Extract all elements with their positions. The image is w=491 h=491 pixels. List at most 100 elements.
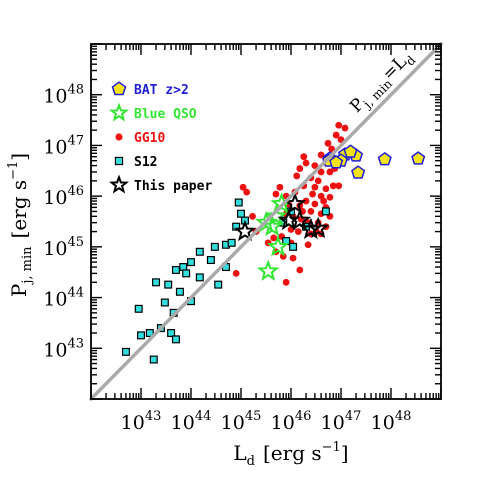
gg10-point <box>311 183 319 191</box>
x-tick-label: 1048 <box>371 409 412 434</box>
gg10-point <box>335 121 343 129</box>
x-tick-base: 10 <box>221 412 245 434</box>
x-tick-label: 1046 <box>271 409 312 434</box>
gg10-point <box>329 182 337 190</box>
gg10-point <box>282 278 290 286</box>
legend-label: GG10 <box>134 131 165 146</box>
this-paper-point <box>306 216 330 239</box>
gg10-point <box>326 193 334 201</box>
s12-point <box>321 207 330 216</box>
s12-point <box>137 331 146 340</box>
gg10-point <box>311 162 319 170</box>
legend-label: This paper <box>134 179 212 194</box>
s12-point <box>234 198 243 207</box>
s12-point <box>160 298 169 307</box>
x-tick-base: 10 <box>271 412 295 434</box>
this-paper-point <box>233 219 257 242</box>
legend-label: Blue QSO <box>134 107 197 122</box>
s12-point <box>149 355 158 364</box>
bat-z-2-point <box>411 151 426 165</box>
x-axis-label-main: L <box>233 441 246 465</box>
y-axis-label-close: ] <box>7 153 31 161</box>
s12-point <box>167 329 176 338</box>
x-tick-exp: 47 <box>345 409 362 424</box>
legend: BAT z>2 Blue QSO GG10 S12 This paper <box>109 81 212 194</box>
legend-marker <box>111 81 127 96</box>
gg10-point <box>309 190 316 198</box>
y-tick-base: 10 <box>43 339 67 361</box>
reference-line-label: Pj, min=Ld <box>346 47 418 119</box>
y-axis-label-exp: −1 <box>6 161 21 180</box>
y-tick-exp: 44 <box>67 286 84 301</box>
gg10-point <box>332 131 340 139</box>
y-tick-base: 10 <box>43 238 67 260</box>
x-axis-label-sub: d <box>247 454 255 469</box>
x-tick-label: 1047 <box>321 409 362 434</box>
s12-point <box>195 247 204 256</box>
y-tick-label: 1047 <box>43 133 84 158</box>
bat-z-2-point <box>377 151 392 166</box>
gg10-point <box>270 234 278 242</box>
blue-qso-point <box>255 210 278 233</box>
gg10-point <box>294 228 302 235</box>
x-tick-labels: 1043 1044 1045 1046 1047 1048 <box>121 409 412 434</box>
x-tick-base: 10 <box>171 412 195 434</box>
s12-point <box>171 335 180 344</box>
gg10-point <box>317 168 325 176</box>
gg10-point <box>232 269 240 277</box>
gg10-point <box>289 254 297 262</box>
s12-point <box>232 222 241 231</box>
s12-point <box>206 256 215 265</box>
y-tick-label: 1043 <box>43 336 84 361</box>
s12-point <box>182 269 191 278</box>
gg10-point <box>293 172 301 180</box>
x-tick-exp: 45 <box>245 409 262 424</box>
legend-marker <box>114 156 124 166</box>
y-axis-label-sub: j, min <box>20 246 35 286</box>
gg10-point <box>317 151 325 159</box>
x-axis-label-close: ] <box>341 441 349 465</box>
gg10-point <box>249 212 256 220</box>
x-tick-base: 10 <box>371 412 395 434</box>
y-tick-base: 10 <box>43 86 67 108</box>
legend-label: S12 <box>134 155 157 170</box>
s12-point <box>164 280 173 289</box>
y-tick-base: 10 <box>43 136 67 158</box>
s12-point <box>134 304 143 313</box>
x-tick-exp: 44 <box>195 409 212 424</box>
y-tick-base: 10 <box>43 187 67 209</box>
s12-point <box>227 238 236 247</box>
gg10-point <box>335 182 343 190</box>
this-paper-point <box>299 217 323 240</box>
gg10-point <box>296 165 304 172</box>
gg10-point <box>314 177 322 185</box>
y-tick-label: 1048 <box>43 83 84 108</box>
gg10-point <box>311 200 319 208</box>
y-tick-exp: 45 <box>67 235 84 250</box>
legend-marker <box>115 133 123 141</box>
gg10-point <box>320 197 328 205</box>
gg10-point <box>239 183 247 191</box>
y-tick-base: 10 <box>43 289 67 311</box>
x-tick-base: 10 <box>121 412 145 434</box>
s12-point <box>214 280 223 289</box>
y-axis-label-unit: [erg s <box>7 180 31 239</box>
x-tick-label: 1043 <box>121 409 162 434</box>
points-layer <box>121 121 426 364</box>
s12-point <box>187 258 196 267</box>
x-tick-exp: 43 <box>145 409 162 424</box>
s12-point <box>145 329 154 338</box>
bat-z-2-point <box>343 144 358 158</box>
gg10-point <box>296 266 304 274</box>
blue-qso-point <box>256 259 280 281</box>
axes-layer <box>90 43 442 400</box>
x-axis-label: Ld [erg s−1] <box>233 440 348 469</box>
legend-marker <box>109 174 129 194</box>
gg10-point <box>302 197 310 205</box>
y-tick-exp: 48 <box>67 83 84 98</box>
s12-point <box>175 287 184 296</box>
y-axis-label: Pj, min [erg s−1] <box>6 153 35 297</box>
y-tick-label: 1044 <box>43 286 84 311</box>
